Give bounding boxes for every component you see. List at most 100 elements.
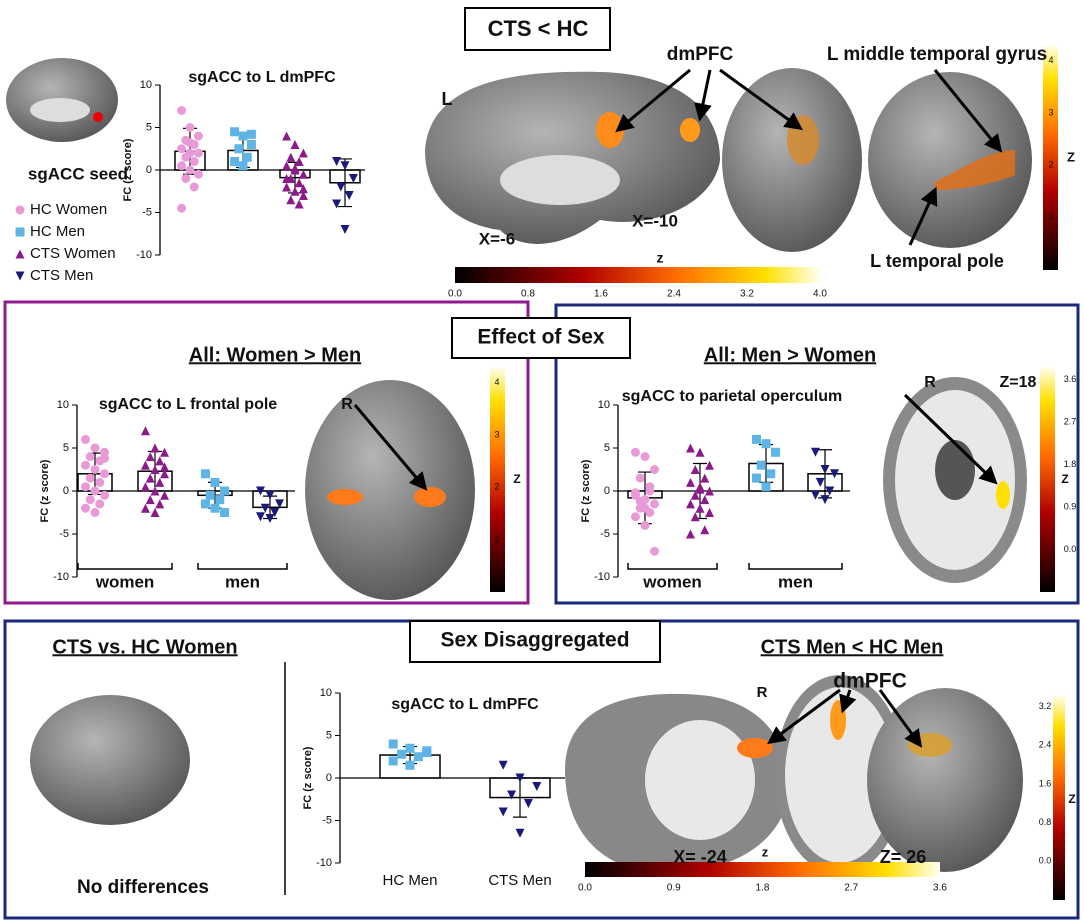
data-point [189, 157, 199, 166]
data-point [761, 439, 771, 449]
data-point [515, 828, 525, 838]
y-tick-label: -5 [142, 206, 152, 218]
slice-label: X= -24 [673, 847, 727, 867]
colorbar-tick-label: 2 [1048, 160, 1053, 170]
data-point [193, 169, 203, 179]
data-point [181, 174, 191, 183]
data-point [690, 490, 700, 500]
group-bracket [197, 563, 288, 570]
data-point [85, 473, 95, 483]
data-point [80, 503, 90, 513]
brain-images [6, 58, 1032, 875]
data-point [756, 460, 766, 470]
chart-title: sgACC to parietal operculum [622, 388, 842, 405]
data-point [177, 161, 187, 171]
colorbar-tick-label: 1.8 [756, 883, 770, 894]
slice-label: X=-6 [479, 229, 515, 248]
colorbar-tick-label: 1 [494, 534, 499, 544]
colorbar-tick-label: 0.0 [1039, 856, 1052, 866]
data-point [635, 473, 645, 483]
colorbar-label: Z [1061, 472, 1068, 486]
x-tick-label: HC Men [382, 872, 437, 889]
colorbar-tick-label: 0.0 [578, 883, 592, 894]
colorbar-tick-label: 2.4 [667, 289, 681, 300]
data-point [150, 443, 160, 453]
panel-frame [554, 303, 1080, 605]
data-point [685, 443, 695, 453]
data-point [388, 756, 398, 766]
data-point [246, 129, 256, 139]
colorbar-label: Z [1067, 149, 1075, 164]
data-point [630, 488, 640, 498]
data-point [700, 525, 710, 535]
y-tick-label: -10 [594, 571, 610, 583]
data-point [650, 465, 660, 474]
colorbar-tick-label: 2.4 [1039, 740, 1052, 750]
data-point [275, 499, 285, 509]
data-point [260, 503, 270, 513]
data-point [690, 512, 700, 522]
data-point [265, 514, 275, 524]
data-point [294, 157, 304, 166]
data-point [690, 465, 700, 474]
slice-label: Z=18 [1000, 374, 1037, 391]
data-point [298, 169, 308, 179]
data-point [695, 484, 705, 494]
data-point [507, 790, 517, 800]
note: No differences [77, 877, 209, 898]
y-tick-label: 10 [320, 687, 332, 699]
colorbar-tick-label: 0.0 [1064, 544, 1077, 554]
y-tick-label: -10 [53, 571, 69, 583]
data-point [210, 503, 220, 513]
data-point [695, 447, 705, 457]
data-point [294, 178, 304, 188]
data-point [193, 148, 203, 158]
data-point [340, 225, 350, 234]
colorbar-tick-label: 1.8 [1064, 459, 1077, 469]
data-point [685, 529, 695, 539]
data-point [286, 195, 296, 205]
y-tick-label: -5 [322, 814, 332, 826]
data-point [630, 512, 640, 522]
y-tick-label: 5 [146, 121, 152, 133]
data-point [210, 477, 220, 487]
data-point [298, 148, 308, 158]
data-point [635, 496, 645, 506]
data-point [695, 503, 705, 513]
y-tick-label: 10 [57, 399, 69, 411]
colorbar [1053, 695, 1065, 900]
data-point [340, 161, 350, 171]
y-tick-label: -10 [316, 857, 332, 869]
data-point [185, 123, 195, 132]
data-point [298, 184, 308, 194]
colorbar-tick-label: 3 [1048, 107, 1053, 117]
data-point [532, 782, 542, 791]
y-tick-label: 0 [326, 772, 332, 784]
chart-title: sgACC to L frontal pole [99, 396, 277, 413]
data-point [145, 452, 155, 462]
data-point [90, 465, 100, 474]
y-axis-label: FC (z score) [39, 459, 51, 522]
data-point [498, 760, 508, 770]
data-point [215, 495, 225, 505]
data-point [205, 490, 215, 500]
data-point [80, 482, 90, 492]
data-point [766, 469, 776, 479]
colorbar-label: z [762, 844, 769, 859]
colorbar-tick-label: 3.6 [1064, 374, 1077, 384]
data-point [630, 447, 640, 457]
data-point [155, 477, 165, 487]
data-point [140, 482, 150, 492]
data-point [145, 473, 155, 483]
colorbar [585, 862, 940, 877]
y-tick-label: 10 [140, 79, 152, 91]
data-point [193, 131, 203, 141]
data-point [336, 182, 346, 192]
data-point [771, 447, 781, 457]
data-point [640, 452, 650, 462]
data-point [751, 434, 761, 444]
data-point [705, 460, 715, 470]
panel-title: CTS Men < HC Men [761, 636, 944, 658]
data-point [290, 186, 300, 196]
legend-label: HC Men [30, 223, 85, 240]
